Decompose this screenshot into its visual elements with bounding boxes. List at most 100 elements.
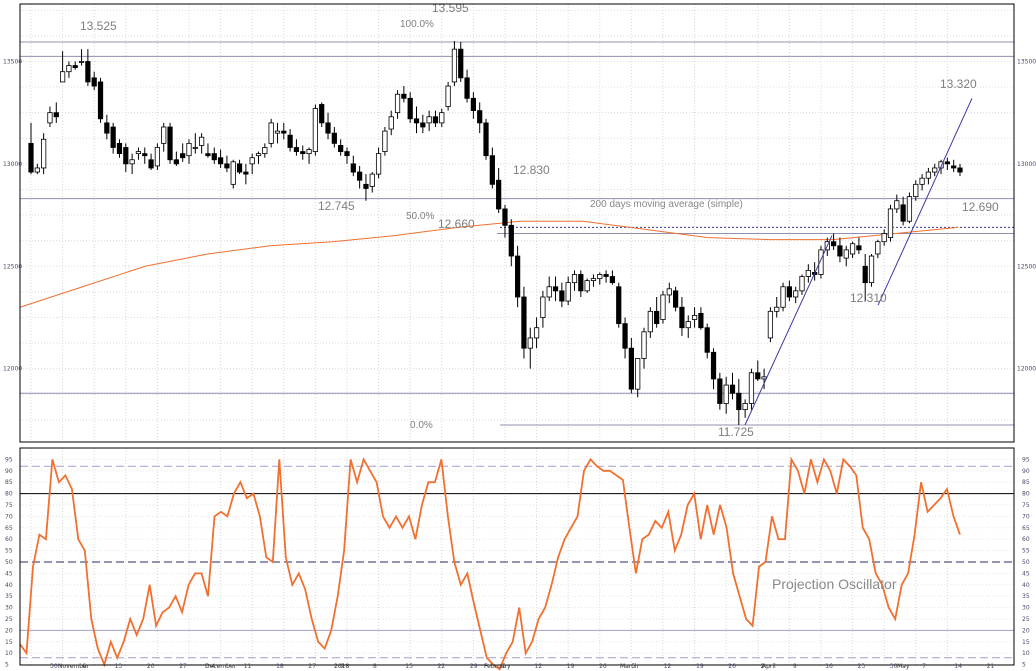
candle-body xyxy=(53,112,59,118)
candle-body xyxy=(205,153,211,157)
candle-body xyxy=(432,116,439,124)
candle-body xyxy=(925,171,932,179)
candle-body xyxy=(344,151,350,157)
osc-tick-label-left: 15 xyxy=(5,639,13,646)
x-day-label: 29 xyxy=(470,663,478,670)
osc-tick-label-left: 10 xyxy=(5,650,13,657)
candle-body xyxy=(578,274,584,292)
x-day-label: 2 xyxy=(341,663,345,670)
candle-body xyxy=(489,155,495,185)
osc-tick-label-left: 5 xyxy=(5,662,9,669)
candle-body xyxy=(173,159,179,165)
candle-body xyxy=(66,65,72,73)
candle-body xyxy=(394,93,401,114)
candle-body xyxy=(508,224,514,257)
x-month-label: February xyxy=(484,663,511,670)
y-tick-label-right: 13500 xyxy=(1017,58,1036,65)
x-month-label: April xyxy=(762,663,776,670)
candle-body xyxy=(78,61,85,63)
candle-body xyxy=(199,136,205,146)
candle-body xyxy=(957,167,963,173)
candle-body xyxy=(483,122,489,157)
candle-body xyxy=(913,183,919,198)
osc-tick-label-left: 70 xyxy=(5,513,13,520)
candle-body xyxy=(439,112,445,124)
candle-body xyxy=(192,147,198,149)
y-tick-label-left: 13500 xyxy=(3,58,22,65)
candle-body xyxy=(464,77,470,99)
x-day-label: 19 xyxy=(696,663,704,670)
candle-body xyxy=(717,378,723,404)
x-day-label: 12 xyxy=(664,663,672,670)
price-labels: 200 days moving average (simple) 13.525 13… xyxy=(80,1,999,439)
x-day-label: 13 xyxy=(115,663,123,670)
osc-tick-label-right: 70 xyxy=(1022,513,1030,520)
osc-tick-label-right: 50 xyxy=(1022,559,1030,566)
candle-body xyxy=(691,315,698,320)
x-month-label: March xyxy=(620,663,638,670)
x-day-label: 30 xyxy=(50,663,58,670)
candle-body xyxy=(571,274,578,284)
osc-tick-label-right: 85 xyxy=(1022,479,1030,486)
candle-body xyxy=(856,245,862,251)
candle-body xyxy=(742,403,748,411)
candle-body xyxy=(654,310,660,325)
candle-body xyxy=(843,249,849,259)
candle-body xyxy=(262,147,268,155)
candle-body xyxy=(881,233,887,243)
osc-tick-label-left: 40 xyxy=(5,582,13,589)
candle-body xyxy=(236,163,243,173)
osc-tick-label-right: 25 xyxy=(1022,616,1030,623)
candle-body xyxy=(666,288,672,296)
osc-tick-label-left: 45 xyxy=(5,570,13,577)
candle-body xyxy=(932,167,938,173)
x-day-label: 23 xyxy=(858,663,866,670)
osc-tick-label-right: 30 xyxy=(1022,605,1030,612)
upper-panel-frame xyxy=(19,3,1015,443)
x-day-label: 5 xyxy=(502,663,506,670)
candle-body xyxy=(944,161,950,165)
osc-tick-label-right: 40 xyxy=(1022,582,1030,589)
candle-body xyxy=(445,85,451,107)
candle-body xyxy=(357,171,363,181)
candle-body xyxy=(161,126,167,144)
upper-grid xyxy=(20,4,1014,442)
osc-tick-label-right: 60 xyxy=(1022,536,1030,543)
osc-tick-label-right: 75 xyxy=(1022,502,1030,509)
x-month-label: 2018 xyxy=(334,663,349,670)
osc-tick-label-right: 35 xyxy=(1022,593,1030,600)
x-day-label: 15 xyxy=(405,663,413,670)
y-tick-label-left: 13000 xyxy=(3,161,22,168)
price-label: 13.525 xyxy=(80,19,117,33)
candle-body xyxy=(919,177,925,185)
candle-body xyxy=(698,312,704,329)
candle-body xyxy=(224,163,230,169)
candle-body xyxy=(761,376,767,380)
candle-body xyxy=(142,153,148,157)
candle-body xyxy=(401,93,407,99)
price-label: 12.310 xyxy=(850,291,887,305)
candle-body xyxy=(268,122,274,144)
candle-body xyxy=(951,165,957,169)
lower-panel-frame xyxy=(19,447,1015,666)
candle-body xyxy=(767,310,774,339)
candle-body xyxy=(300,151,306,155)
candle-body xyxy=(217,157,224,165)
moving-average-label: 200 days moving average (simple) xyxy=(590,199,743,210)
candle-body xyxy=(818,249,824,275)
candle-body xyxy=(609,276,616,284)
osc-tick-label-left: 60 xyxy=(5,536,13,543)
x-day-label: 5 xyxy=(631,663,635,670)
candle-body xyxy=(774,306,780,312)
candle-body xyxy=(211,153,217,161)
candle-body xyxy=(793,290,799,298)
retracement-label: 50.0% xyxy=(406,211,434,222)
candle-body xyxy=(407,97,413,120)
x-day-label: 6 xyxy=(82,663,86,670)
retracement-label: 100.0% xyxy=(400,19,434,30)
candle-body xyxy=(533,327,540,339)
osc-tick-label-left: 95 xyxy=(5,456,13,463)
candle-body xyxy=(34,167,40,173)
